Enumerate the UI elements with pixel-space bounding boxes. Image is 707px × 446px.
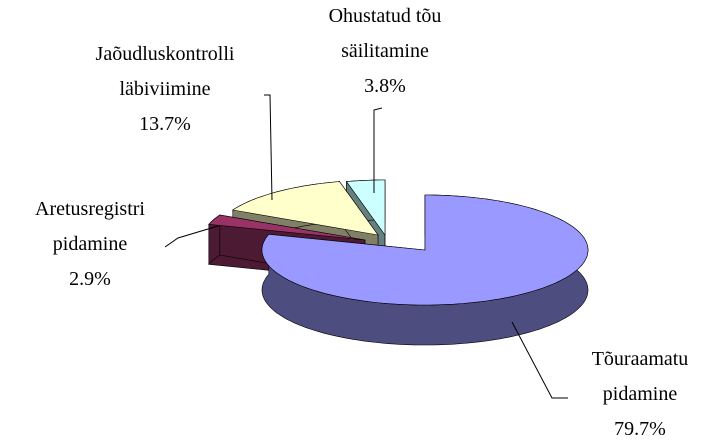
leader-line [164, 225, 219, 248]
slice [208, 214, 366, 241]
value-label: 13.7% [139, 113, 191, 135]
value-label: 2.9% [69, 268, 111, 290]
leader-line [264, 94, 273, 201]
slice-label: Aretusregistri pidamine [35, 198, 145, 255]
leader-line [373, 107, 383, 193]
slice-label: Jaõudluskontrolli läbiviimine [96, 43, 235, 100]
slice [345, 179, 386, 236]
value-label: 79.7% [614, 418, 666, 440]
value-label: 3.8% [364, 75, 406, 97]
leader-line [511, 321, 568, 399]
slice [231, 181, 379, 236]
slice-label: Ohustatud tõu säilitamine [329, 5, 442, 62]
slice [261, 194, 589, 306]
slice-label: Tõuraamatu pidamine [592, 348, 689, 405]
